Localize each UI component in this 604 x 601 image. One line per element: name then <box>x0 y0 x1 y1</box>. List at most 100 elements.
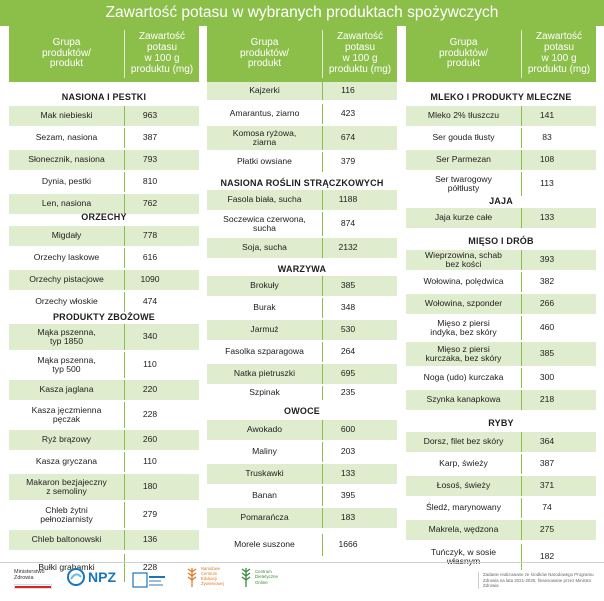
product-name: Natka pietruszki <box>233 368 296 379</box>
product-name: Mak niebieski <box>40 110 93 121</box>
potassium-value: 695 <box>340 368 356 379</box>
product-name: Pomarańcza <box>240 512 289 523</box>
potassium-value: 113 <box>540 178 554 189</box>
product-name: Migdały <box>51 230 82 241</box>
footer: Ministerstwo Zdrowia NPZ Narodowe Centru… <box>0 562 604 601</box>
table-row: Kajzerki 116 <box>207 82 397 100</box>
potassium-value: 474 <box>142 296 158 307</box>
table-row: Natka pietruszki 695 <box>207 364 397 384</box>
cell-divider <box>521 172 522 196</box>
product-name: Soczewica czerwona, sucha <box>223 213 306 233</box>
cdo-logo: Centrum Dietetyczne Online <box>240 566 278 588</box>
product-name: Dynia, pestki <box>41 176 92 187</box>
product-name: Wołowina, szponder <box>424 298 503 309</box>
table-row: Dynia, pestki 810 <box>9 172 199 192</box>
potassium-value: 260 <box>142 434 158 445</box>
table-row: Mleko 2% tłuszczu 141 <box>406 106 596 126</box>
cell-divider <box>124 554 125 582</box>
potassium-value: 371 <box>539 480 555 491</box>
table-row: Kasza jęczmienna pęczak 228 <box>9 402 199 428</box>
table-row: Migdały 778 <box>9 226 199 246</box>
cell-divider <box>521 342 522 366</box>
cell-divider <box>322 104 323 124</box>
product-name: Mięso z piersi indyka, bez skóry <box>430 317 497 337</box>
cell-divider <box>124 172 125 192</box>
potassium-value: 264 <box>340 346 356 357</box>
table-row: Maliny 203 <box>207 442 397 462</box>
product-name: Wieprzowina, schab bez kości <box>425 249 502 269</box>
potassium-value: 530 <box>340 324 356 335</box>
potassium-value: 874 <box>340 218 356 229</box>
cell-divider <box>322 464 323 484</box>
potassium-value: 228 <box>142 562 158 573</box>
potassium-value: 793 <box>142 154 158 165</box>
product-name: Słonecznik, nasiona <box>28 154 105 165</box>
table-row: Mąka pszenna, typ 1850 340 <box>9 324 199 350</box>
product-name: Burak <box>253 302 276 313</box>
cell-divider <box>521 316 522 340</box>
product-name: Śledź, marynowany <box>426 502 501 513</box>
header-group: Grupa produktów/ produkt <box>42 36 91 70</box>
table-row: Wołowina, szponder 266 <box>406 294 596 314</box>
product-name: Karp, świeży <box>439 458 488 469</box>
table-row: Awokado 600 <box>207 420 397 440</box>
potassium-value: 183 <box>340 512 356 523</box>
potassium-value: 364 <box>539 436 555 447</box>
section-heading: MLEKO I PRODUKTY MLECZNE <box>430 92 572 102</box>
header-divider <box>124 30 125 78</box>
ncez-logo: Narodowe Centrum Edukacji Żywieniowej <box>186 566 224 588</box>
cell-divider <box>521 454 522 474</box>
product-name: Łosoś, świeży <box>436 480 491 491</box>
product-name: Noga (udo) kurczaka <box>423 372 504 383</box>
cell-divider <box>322 534 323 556</box>
cell-divider <box>124 530 125 550</box>
cell-divider <box>322 508 323 528</box>
potassium-value: 423 <box>340 108 356 119</box>
potassium-value: 116 <box>341 85 355 96</box>
cell-divider <box>521 250 522 270</box>
table-row: Karp, świeży 387 <box>406 454 596 474</box>
table-row: Wieprzowina, schab bez kości 393 <box>406 250 596 270</box>
ministry-name: Ministerstwo Zdrowia <box>14 569 45 582</box>
cell-divider <box>124 502 125 528</box>
ncez-text: Narodowe Centrum Edukacji Żywieniowej <box>201 566 224 586</box>
potassium-value: 133 <box>340 468 356 479</box>
npz-text: NPZ <box>88 568 116 585</box>
potassium-value: 600 <box>340 424 356 435</box>
product-name: Wołowina, polędwica <box>423 276 504 287</box>
wheat-icon <box>187 568 197 587</box>
cell-divider <box>322 82 323 100</box>
ministry-flag-icon <box>14 583 52 589</box>
table-row: Chleb baltonowski 136 <box>9 530 199 550</box>
product-name: Banan <box>252 490 277 501</box>
potassium-value: 218 <box>539 394 555 405</box>
product-name: Dorsz, filet bez skóry <box>423 436 504 447</box>
cell-divider <box>521 294 522 314</box>
product-name: Sezam, nasiona <box>35 132 98 143</box>
table-row: Burak 348 <box>207 298 397 318</box>
product-name: Kajzerki <box>249 85 280 96</box>
cell-divider <box>124 226 125 246</box>
page-title: Zawartość potasu w wybranych produktach … <box>0 0 604 26</box>
cell-divider <box>521 272 522 292</box>
section-heading: MIĘSO I DRÓB <box>468 236 534 246</box>
potassium-value: 203 <box>340 446 356 457</box>
table-row: Śledź, marynowany 74 <box>406 498 596 518</box>
cell-divider <box>521 476 522 496</box>
cell-divider <box>322 126 323 150</box>
table-row: Ser Parmezan 108 <box>406 150 596 170</box>
cell-divider <box>322 320 323 340</box>
table-row: Łosoś, świeży 371 <box>406 476 596 496</box>
table-row: Soja, sucha 2132 <box>207 238 397 258</box>
potassium-value: 340 <box>142 331 158 342</box>
cell-divider <box>124 430 125 450</box>
potassium-value: 616 <box>142 252 158 263</box>
product-name: Kasza gryczana <box>35 456 98 467</box>
section-heading: PRODUKTY ZBOŻOWE <box>52 312 156 322</box>
header-group: Grupa produktów/ produkt <box>240 36 289 70</box>
table-row: Brokuły 385 <box>207 276 397 296</box>
table-row: Kasza gryczana 110 <box>9 452 199 472</box>
table-row: Kasza jaglana 220 <box>9 380 199 400</box>
cell-divider <box>124 402 125 428</box>
table-row: Makrela, wędzona 275 <box>406 520 596 540</box>
